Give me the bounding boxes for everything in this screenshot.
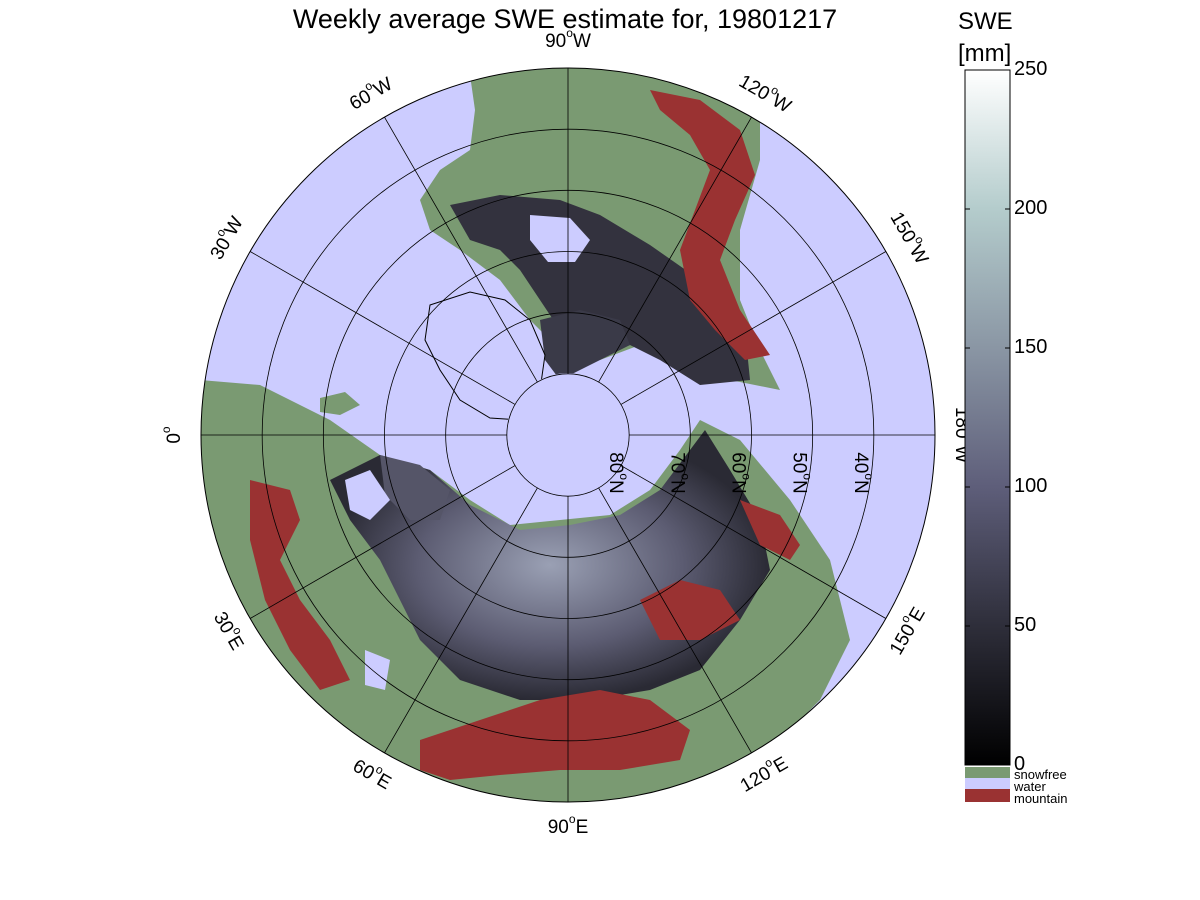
meridian-line: [249, 465, 516, 619]
graticule: [201, 68, 935, 802]
latitude-label: 50oN: [789, 452, 815, 494]
meridian-line: [598, 116, 752, 383]
longitude-label: 90oE: [548, 812, 589, 838]
hudson-bay: [530, 215, 590, 262]
legend-swatch-mountain: [965, 789, 1010, 802]
colorbar-tick-label: 0: [1014, 753, 1026, 775]
polar-hole: [506, 373, 630, 497]
canadian-archipelago-snow: [540, 310, 630, 380]
meridian-line: [384, 116, 538, 383]
legend-swatch-snowfree: [965, 767, 1010, 778]
longitude-label: 60oE: [349, 752, 397, 795]
colorbar-ticks: [965, 69, 1010, 766]
europe-mountain: [250, 480, 350, 690]
legend-label-mountain: mountain: [1014, 791, 1068, 806]
colorbar-title: SWE [mm]: [958, 6, 1013, 70]
longitude-label: 0o: [159, 426, 185, 444]
meridian-line: [620, 251, 887, 405]
latitude-label: 70oN: [666, 452, 692, 494]
colorbar-title-quantity: SWE: [958, 8, 1013, 35]
latitude-label: 40oN: [850, 452, 876, 494]
legend-swatch-water: [965, 778, 1010, 789]
legend-label-snowfree: snowfree: [1014, 767, 1067, 782]
meridian-line: [598, 487, 752, 754]
longitude-label: 30oW: [203, 211, 248, 264]
legend-label-water: water: [1014, 779, 1046, 794]
map-border: [200, 67, 936, 803]
longitude-label: 60oW: [344, 69, 397, 114]
caspian-sea: [365, 650, 390, 690]
meridian-line: [249, 251, 516, 405]
longitude-label: 120oW: [735, 67, 797, 118]
colorbar-title-unit: [mm]: [958, 40, 1012, 67]
colorbar: [964, 69, 1011, 766]
latitude-label: 80oN: [605, 452, 631, 494]
kamchatka-mountain: [740, 500, 800, 560]
himalaya-mountain: [420, 690, 690, 780]
longitude-label: 30oE: [209, 606, 252, 654]
latitude-labels: 80oN 70oN 60oN 50oN 40oN: [605, 452, 876, 494]
map-title: Weekly average SWE estimate for, 1980121…: [292, 4, 838, 34]
colorbar-tick-label: 100: [1014, 475, 1048, 497]
longitude-label: 90oW: [545, 26, 591, 52]
siberia-mountain: [640, 580, 740, 640]
north-america-snow: [450, 195, 750, 385]
colorbar-tick-label: 150: [1014, 336, 1048, 358]
colorbar-tick-label: 250: [1014, 58, 1048, 80]
longitude-label: 150oW: [886, 206, 937, 268]
iceland: [320, 392, 360, 415]
colorbar-tick-label: 200: [1014, 197, 1048, 219]
latitude-label: 60oN: [727, 452, 753, 494]
meridian-line: [384, 487, 538, 754]
baltic-sea: [345, 470, 390, 520]
rockies-mountain: [650, 90, 770, 360]
colorbar-tick-label: 50: [1014, 614, 1037, 636]
meridian-line: [620, 465, 887, 619]
